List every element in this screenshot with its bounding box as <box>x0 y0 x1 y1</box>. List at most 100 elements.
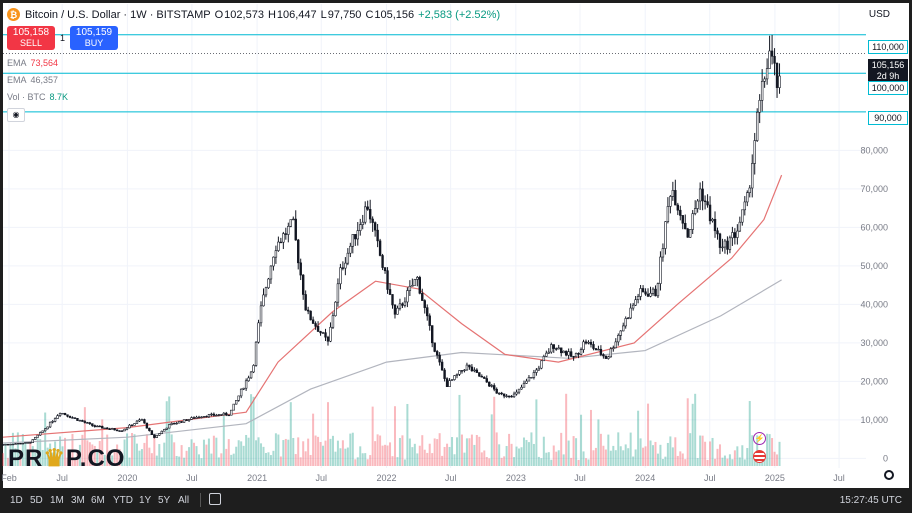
volume-bar <box>86 440 89 466</box>
volume-bar <box>252 396 255 466</box>
utc-clock[interactable]: 15:27:45 UTC <box>839 495 902 506</box>
currency-selector[interactable]: USD <box>868 9 890 20</box>
range-ytd[interactable]: YTD <box>113 495 133 506</box>
volume-bar <box>351 432 354 466</box>
candle-body <box>225 412 228 416</box>
candle-body <box>81 420 84 422</box>
range-1y[interactable]: 1Y <box>139 495 152 506</box>
volume-bar <box>225 448 228 466</box>
candle-body <box>202 416 206 418</box>
volume-bar <box>495 432 498 466</box>
volume-bar <box>433 438 436 466</box>
candle-body <box>478 372 481 377</box>
buy-button[interactable]: 105,159 BUY <box>70 26 118 50</box>
volume-bar <box>302 441 305 466</box>
candle-body <box>237 395 240 401</box>
volume-bar <box>78 444 81 466</box>
candle-body <box>346 252 350 264</box>
volume-bar <box>555 451 558 466</box>
ema-slow-legend[interactable]: EMA 46,357 <box>7 75 58 85</box>
candle-body <box>334 301 337 317</box>
calendar-icon[interactable] <box>209 493 221 505</box>
volume-bar <box>451 437 454 466</box>
volume-bar <box>39 439 42 466</box>
volume-bar <box>317 436 320 466</box>
candle-body <box>26 442 30 444</box>
candle-body <box>594 348 598 351</box>
volume-bar <box>503 456 506 466</box>
candle-body <box>113 428 116 431</box>
candle-body <box>550 344 553 353</box>
volume-bar <box>319 442 322 466</box>
volume-bar <box>716 448 719 466</box>
candle-body <box>706 201 709 206</box>
range-1m[interactable]: 1M <box>50 495 64 506</box>
candle-body <box>368 209 372 220</box>
candle-body <box>669 196 672 207</box>
candle-body <box>359 224 362 231</box>
range-3m[interactable]: 3M <box>71 495 85 506</box>
watermark-logo: PR♛P.CO <box>8 444 125 473</box>
candle-body <box>644 291 647 295</box>
eye-icon[interactable]: ◉ <box>7 108 25 122</box>
price-chart[interactable]: 0 10,000 20,000 30,000 40,000 50,000 60,000 70,… <box>0 0 912 488</box>
candle-body <box>622 325 625 332</box>
volume-bar <box>51 452 54 466</box>
volume-bar <box>490 414 493 466</box>
volume-bar <box>264 452 267 466</box>
candle-body <box>393 304 397 315</box>
volume-bar <box>403 459 406 466</box>
candle-body <box>235 400 238 405</box>
volume-bar <box>56 458 59 466</box>
candle-body <box>661 248 665 258</box>
volume-legend[interactable]: Vol · BTC 8.7K <box>7 92 68 102</box>
range-5d[interactable]: 5D <box>30 495 43 506</box>
candle-body <box>56 415 59 419</box>
ema-fast-legend[interactable]: EMA 73,564 <box>7 58 58 68</box>
range-5y[interactable]: 5Y <box>158 495 171 506</box>
candle-body <box>664 221 667 249</box>
candle-body <box>383 267 387 272</box>
candle-body <box>200 416 203 419</box>
volume-bar <box>426 452 429 466</box>
candle-body <box>547 351 550 354</box>
symbol-title[interactable]: Bitcoin / U.S. Dollar · 1W · BITSTAMP <box>25 8 211 21</box>
candle-body <box>6 444 10 446</box>
candle-body <box>378 240 382 256</box>
sell-button[interactable]: 105,158 SELL <box>7 26 55 50</box>
volume-bar <box>632 456 635 466</box>
us-flag-icon[interactable] <box>753 450 766 463</box>
candle-body <box>599 348 603 355</box>
y-tick-label: 60,000 <box>860 222 888 232</box>
candle-body <box>249 371 253 379</box>
range-1d[interactable]: 1D <box>10 495 23 506</box>
volume-bar <box>470 434 473 466</box>
volume-bar <box>101 419 104 466</box>
volume-bar <box>29 440 32 466</box>
range-6m[interactable]: 6M <box>91 495 105 506</box>
volume-bar <box>664 456 667 466</box>
candle-body <box>110 428 114 430</box>
volume-bar <box>743 459 746 466</box>
top-frame <box>0 0 912 3</box>
volume-bar <box>748 401 751 466</box>
countdown: 2d 9h <box>876 71 900 81</box>
volume-bar <box>570 457 573 466</box>
volume-bar <box>585 458 588 466</box>
watermark-part1: PR <box>8 445 44 472</box>
candle-body <box>708 204 712 222</box>
volume-bar <box>406 403 409 466</box>
volume-bar <box>371 406 374 466</box>
volume-bar <box>398 437 401 466</box>
lightning-icon[interactable]: ⚡ <box>753 432 766 445</box>
volume-bar <box>384 444 387 466</box>
candles-layer <box>1 34 781 446</box>
candle-body <box>349 245 352 254</box>
settings-icon[interactable] <box>884 470 894 480</box>
range-all[interactable]: All <box>178 495 190 506</box>
candle-body <box>53 418 57 422</box>
candle-body <box>743 201 746 211</box>
candle-body <box>646 293 650 297</box>
candle-body <box>230 409 233 416</box>
candle-body <box>269 265 273 280</box>
